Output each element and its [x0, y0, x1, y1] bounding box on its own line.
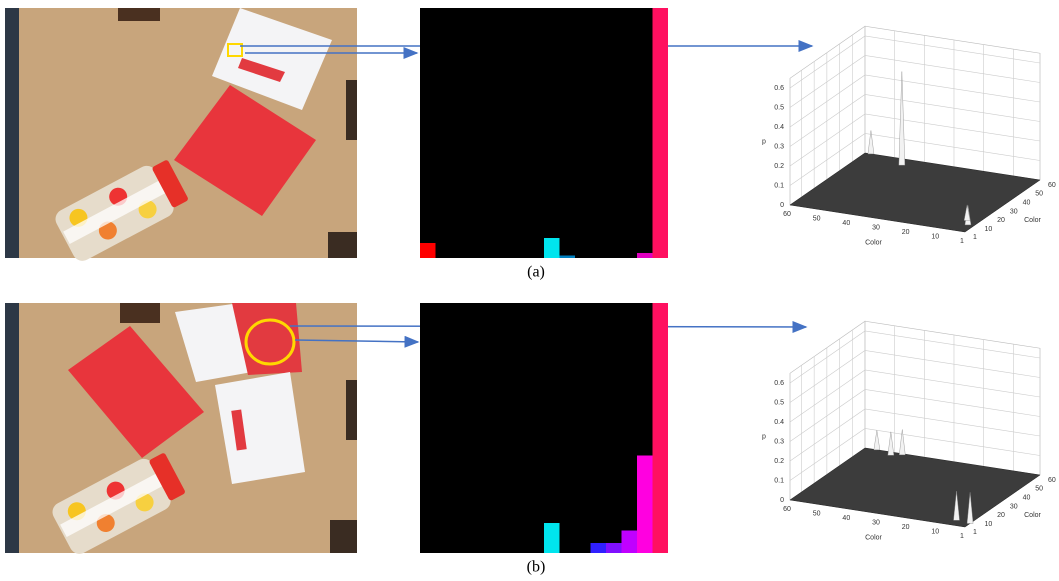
x-tick-label: 1	[960, 533, 964, 540]
histogram-bar	[622, 531, 638, 554]
y-tick-label: 40	[1023, 494, 1031, 501]
z-tick-label: 0.2	[774, 163, 784, 170]
x-tick-label: 20	[902, 229, 910, 236]
y-tick-label: 50	[1035, 191, 1043, 198]
histogram-bar	[420, 243, 436, 258]
z-tick-label: 0.1	[774, 477, 784, 484]
y-tick-label: 20	[997, 512, 1005, 519]
x-tick-label: 50	[813, 215, 821, 222]
y-tick-label: 30	[1010, 208, 1018, 215]
y-tick-label: 40	[1023, 199, 1031, 206]
x-tick-label: 40	[842, 220, 850, 227]
z-tick-label: 0.6	[774, 380, 784, 387]
histogram-bar	[653, 303, 669, 553]
panel-label: (a)	[527, 264, 545, 281]
x-tick-label: 10	[931, 234, 939, 241]
z-tick-label: 0.6	[774, 85, 784, 92]
x-tick-label: 1	[960, 238, 964, 245]
y-tick-label: 60	[1048, 477, 1056, 484]
z-tick-label: 0	[780, 497, 784, 504]
panel-label: (b)	[527, 559, 546, 576]
x-tick-label: 60	[783, 506, 791, 513]
histogram-bar	[637, 253, 653, 258]
y-tick-label: 1	[973, 234, 977, 241]
histogram-background	[420, 8, 668, 258]
z-tick-label: 0.3	[774, 143, 784, 150]
histogram-bar	[637, 456, 653, 554]
y-tick-label: 10	[984, 226, 992, 233]
y-tick-label: 30	[1010, 503, 1018, 510]
histogram-background	[420, 303, 668, 553]
y-tick-label: 60	[1048, 182, 1056, 189]
z-tick-label: 0.4	[774, 419, 784, 426]
histogram-bar	[544, 238, 560, 258]
y-tick-label: 1	[973, 529, 977, 536]
histogram-bar	[653, 8, 669, 258]
z-axis-label: p	[762, 138, 766, 145]
y-tick-label: 20	[997, 217, 1005, 224]
histogram-bar	[606, 543, 622, 553]
x-tick-label: 50	[813, 510, 821, 517]
histogram-bar	[591, 543, 607, 553]
y-tick-label: 10	[984, 521, 992, 528]
z-tick-label: 0.2	[774, 458, 784, 465]
z-tick-label: 0.5	[774, 399, 784, 406]
z-tick-label: 0.5	[774, 104, 784, 111]
y-tick-label: 50	[1035, 486, 1043, 493]
histogram-bar	[544, 523, 560, 553]
x-tick-label: 10	[931, 529, 939, 536]
z-tick-label: 0.4	[774, 124, 784, 131]
y-axis-label: Color	[1024, 512, 1041, 519]
z-axis-label: p	[762, 433, 766, 440]
z-tick-label: 0.3	[774, 438, 784, 445]
figure: (a)00.10.20.30.40.50.6605040302010111020…	[0, 0, 1059, 581]
x-axis-label: Color	[865, 239, 882, 246]
x-axis-label: Color	[865, 534, 882, 541]
histogram-bar	[560, 256, 576, 259]
z-tick-label: 0	[780, 202, 784, 209]
x-tick-label: 60	[783, 211, 791, 218]
photo-b	[5, 303, 357, 557]
y-axis-label: Color	[1024, 217, 1041, 224]
x-tick-label: 30	[872, 225, 880, 232]
x-tick-label: 20	[902, 524, 910, 531]
x-tick-label: 40	[842, 515, 850, 522]
x-tick-label: 30	[872, 520, 880, 527]
z-tick-label: 0.1	[774, 182, 784, 189]
